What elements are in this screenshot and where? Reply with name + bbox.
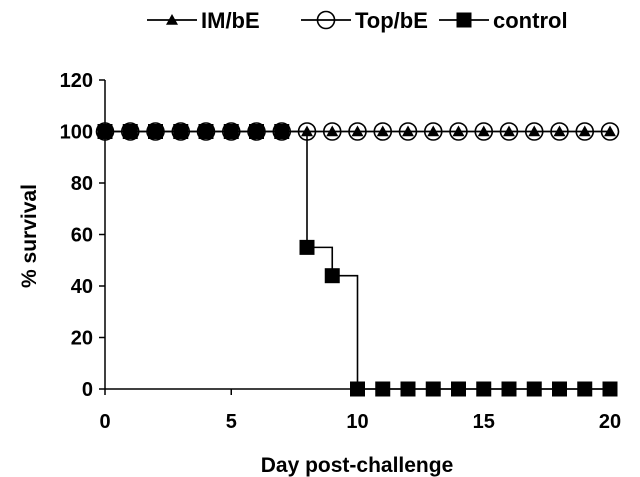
x-tick-label: 15: [473, 411, 495, 433]
data-point: [499, 122, 519, 141]
y-tick-label: 80: [71, 173, 93, 195]
data-point: [376, 125, 389, 137]
data-point: [351, 125, 364, 137]
plot-area: [95, 122, 620, 397]
data-point: [297, 122, 317, 141]
y-tick-label: 120: [60, 70, 93, 92]
data-point: [322, 122, 342, 141]
y-tick-label: 20: [71, 328, 93, 350]
data-point: [274, 124, 290, 139]
data-point: [503, 125, 515, 137]
y-tick-label: 60: [71, 225, 93, 247]
data-point: [550, 122, 569, 141]
data-point: [350, 381, 365, 397]
legend-marker: [166, 14, 178, 25]
data-point: [600, 122, 620, 141]
data-point: [146, 122, 165, 141]
data-point: [247, 122, 266, 141]
x-axis-title: Day post-challenge: [261, 454, 454, 477]
legend-marker: [456, 12, 472, 28]
data-point: [120, 122, 140, 141]
data-point: [301, 125, 313, 137]
data-point: [449, 122, 468, 141]
data-point: [528, 125, 541, 137]
y-tick-label: 100: [60, 122, 93, 144]
data-point: [122, 124, 138, 139]
data-point: [373, 122, 393, 141]
data-point: [148, 124, 163, 139]
data-point: [171, 122, 191, 141]
data-point: [553, 125, 566, 137]
legend-label: IM/bE: [201, 8, 260, 33]
legend-item: Top/bE: [301, 8, 428, 33]
data-point: [578, 125, 591, 137]
data-point: [398, 122, 418, 141]
data-point: [249, 124, 264, 139]
data-point: [427, 125, 440, 137]
y-tick-label: 0: [82, 379, 93, 401]
series-markers: [95, 122, 620, 141]
data-point: [552, 381, 567, 397]
data-point: [196, 122, 216, 141]
data-point: [425, 381, 441, 397]
data-point: [221, 122, 241, 141]
legend-marker: [316, 10, 336, 30]
data-point: [477, 125, 490, 137]
data-point: [423, 122, 443, 141]
data-point: [198, 124, 214, 139]
y-tick-label: 40: [71, 276, 93, 298]
data-point: [575, 122, 595, 141]
legend: IM/bE Top/bE control: [147, 8, 568, 33]
legend-item: control: [439, 8, 568, 33]
data-point: [451, 381, 466, 397]
data-point: [400, 381, 416, 397]
data-point: [173, 124, 189, 139]
series-line: [105, 130, 610, 390]
data-point: [348, 122, 367, 141]
data-point: [326, 125, 339, 137]
data-point: [452, 125, 465, 137]
y-axis-title: % survival: [18, 184, 41, 288]
data-point: [474, 122, 494, 141]
data-point: [299, 239, 315, 255]
y-ticks: 0 20 40 60 80 100 120: [60, 70, 105, 401]
series-markers: [97, 124, 618, 397]
data-point: [223, 124, 239, 139]
x-tick-label: 10: [346, 411, 368, 433]
data-point: [501, 381, 517, 397]
data-point: [524, 122, 544, 141]
data-point: [526, 381, 542, 397]
x-tick-label: 5: [226, 411, 237, 433]
data-point: [97, 124, 113, 139]
data-point: [375, 381, 391, 397]
data-point: [602, 381, 618, 397]
data-point: [476, 381, 492, 397]
data-point: [95, 122, 115, 141]
legend-item: IM/bE: [147, 8, 260, 33]
x-tick-label: 0: [99, 411, 110, 433]
legend-label: control: [493, 8, 568, 33]
legend-label: Top/bE: [355, 8, 428, 33]
data-point: [324, 268, 340, 284]
data-point: [402, 125, 414, 137]
data-point: [604, 125, 616, 137]
data-point: [272, 122, 292, 141]
x-tick-label: 20: [599, 411, 621, 433]
series-control: [105, 130, 610, 390]
data-point: [577, 381, 593, 397]
